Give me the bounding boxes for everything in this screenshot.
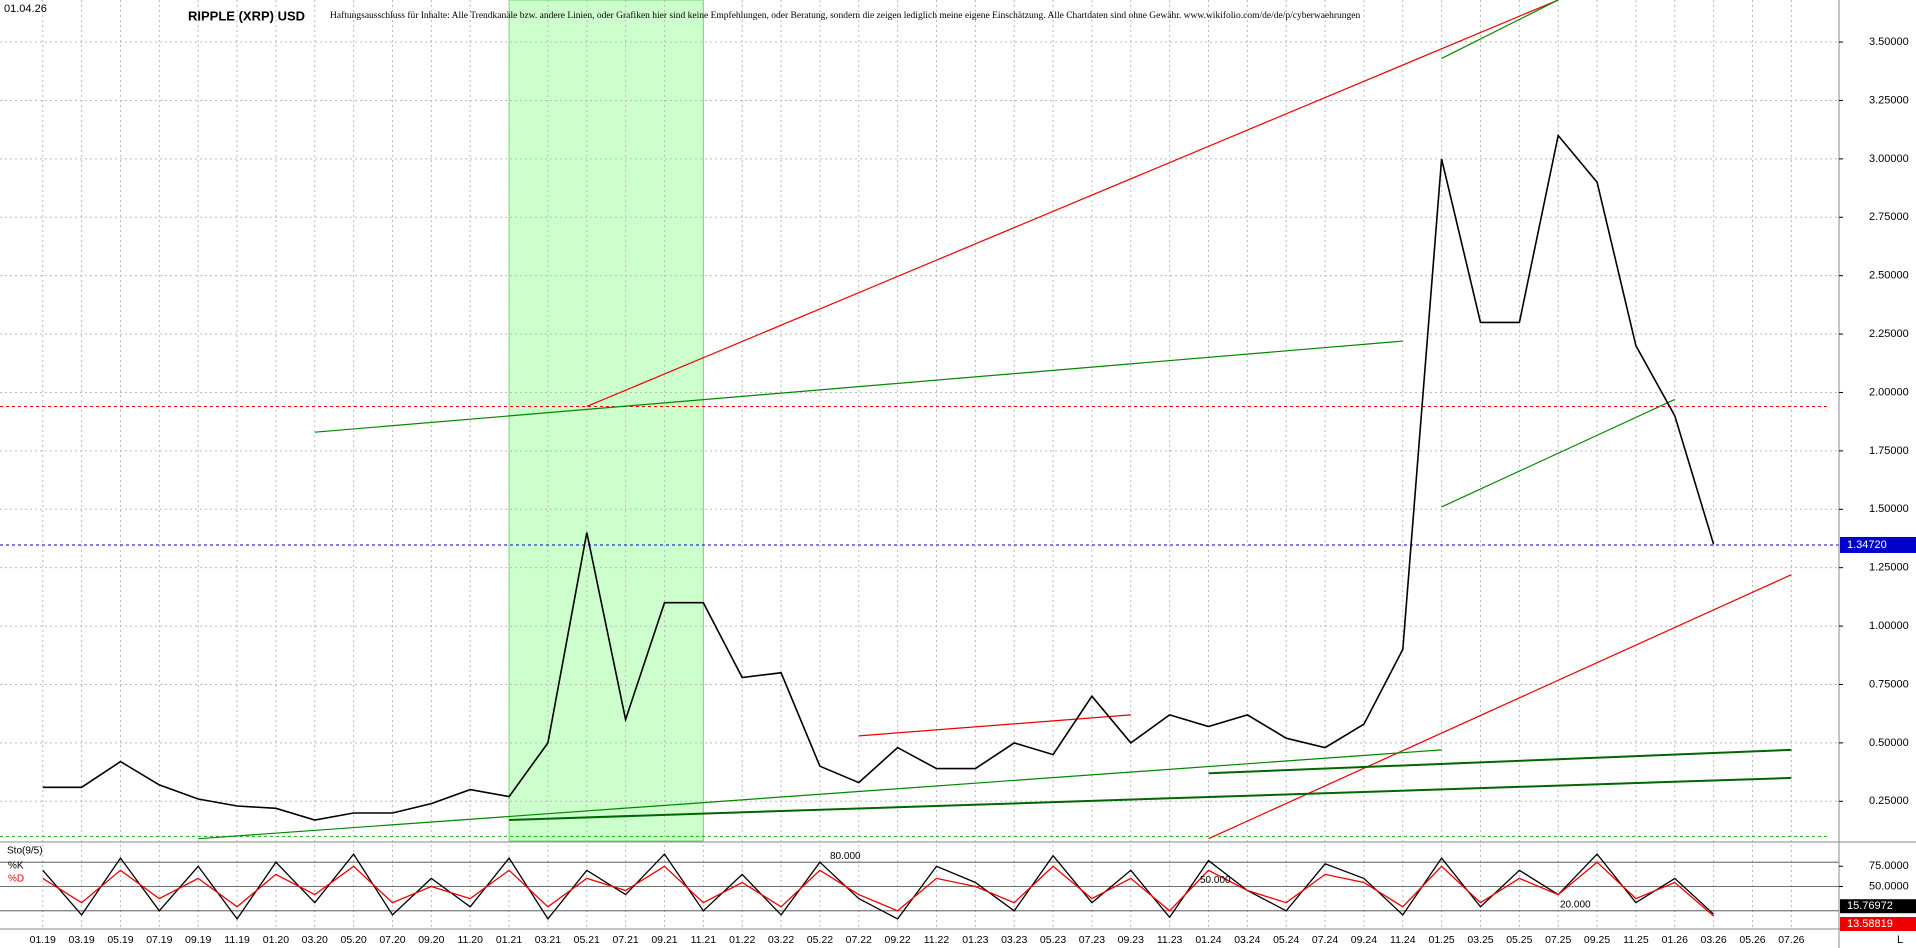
stoch-level-label: 80.000 (830, 851, 861, 862)
y-tick-label: 3.25000 (1869, 94, 1909, 106)
x-tick-label: 09.20 (418, 934, 444, 946)
trendline (1208, 748, 1792, 775)
y-tick-label: 0.50000 (1869, 737, 1909, 749)
x-tick-label: 11.25 (1623, 934, 1649, 946)
trendline (314, 340, 1403, 433)
x-tick-label: 05.24 (1273, 934, 1299, 946)
trendline (509, 776, 1792, 821)
x-tick-label: 01.20 (263, 934, 289, 946)
x-tick-label: 01.25 (1429, 934, 1455, 946)
stoch-tick-label: 50.0000 (1869, 880, 1909, 892)
x-tick-label: 03.23 (1001, 934, 1027, 946)
y-tick-label: 0.25000 (1869, 795, 1909, 807)
x-tick-label: 09.25 (1584, 934, 1610, 946)
stoch-value-box (1840, 916, 1916, 931)
x-tick-label: 03.19 (68, 934, 94, 946)
x-tick-label: 11.21 (691, 934, 717, 946)
stoch-value-label: 13.58819 (1847, 918, 1893, 930)
stoch-level-label: 20.000 (1560, 899, 1591, 910)
x-tick-label: 09.21 (651, 934, 677, 946)
x-tick-label: 07.20 (379, 934, 405, 946)
x-tick-label: 07.25 (1545, 934, 1571, 946)
x-tick-label: 07.19 (146, 934, 172, 946)
y-tick-label: 2.75000 (1869, 211, 1909, 223)
y-tick-label: 1.00000 (1869, 620, 1909, 632)
x-tick-label: 01.19 (30, 934, 56, 946)
x-tick-label: 07.21 (612, 934, 638, 946)
x-tick-label: 03.24 (1234, 934, 1260, 946)
x-tick-label: 03.20 (302, 934, 328, 946)
x-tick-label: 01.26 (1662, 934, 1688, 946)
stoch-line (42, 861, 1715, 917)
stoch-level-label: 50.000 (1200, 875, 1231, 886)
stoch-value-box (1840, 899, 1916, 914)
x-tick-label: 11.23 (1157, 934, 1183, 946)
x-tick-label: 05.26 (1739, 934, 1765, 946)
background-layer (0, 0, 1839, 927)
x-tick-label: 01.23 (962, 934, 988, 946)
x-tick-label: 05.25 (1506, 934, 1532, 946)
trendline (198, 749, 1442, 840)
x-tick-label: 11.20 (457, 934, 483, 946)
highlight-range (508, 0, 704, 842)
x-tick-label: 01.24 (1195, 934, 1221, 946)
x-tick-label: 09.19 (185, 934, 211, 946)
y-tick-label: 1.25000 (1869, 562, 1909, 574)
x-tick-label: 05.23 (1040, 934, 1066, 946)
x-tick-label: 05.22 (807, 934, 833, 946)
chart-subtitle: Haftungsausschluss für Inhalte: Alle Tre… (330, 10, 1361, 21)
chart-date: 01.04.26 (4, 3, 47, 15)
corner-label: L (1897, 934, 1903, 946)
x-tick-label: 05.21 (574, 934, 600, 946)
trendline (1441, 398, 1676, 508)
y-tick-label: 3.50000 (1869, 36, 1909, 48)
y-tick-label: 1.75000 (1869, 445, 1909, 457)
trendline (586, 0, 1559, 408)
y-tick-label: 2.25000 (1869, 328, 1909, 340)
trendline (1441, 0, 1559, 59)
stoch-tick-label: 75.0000 (1869, 860, 1909, 872)
x-tick-label: 01.22 (729, 934, 755, 946)
x-tick-label: 07.26 (1778, 934, 1804, 946)
last-price-box (1840, 536, 1916, 553)
x-tick-label: 05.19 (107, 934, 133, 946)
y-tick-label: 0.75000 (1869, 678, 1909, 690)
x-tick-label: 09.23 (1118, 934, 1144, 946)
x-tick-label: 11.19 (224, 934, 250, 946)
trendline (858, 714, 1131, 737)
legend-label: %K (8, 861, 24, 872)
x-tick-label: 03.25 (1467, 934, 1493, 946)
x-tick-label: 03.21 (535, 934, 561, 946)
plot-layer (0, 0, 1839, 921)
y-tick-label: 2.00000 (1869, 386, 1909, 398)
y-tick-label: 1.50000 (1869, 503, 1909, 515)
chart-title: RIPPLE (XRP) USD (188, 8, 305, 23)
price-line (42, 133, 1715, 821)
y-tick-label: 3.00000 (1869, 153, 1909, 165)
x-tick-label: 11.24 (1390, 934, 1416, 946)
x-tick-label: 05.20 (340, 934, 366, 946)
stoch-line (42, 852, 1715, 921)
x-tick-label: 09.24 (1351, 934, 1377, 946)
x-tick-label: 01.21 (496, 934, 522, 946)
stoch-value-label: 15.76972 (1847, 900, 1893, 912)
x-tick-label: 09.22 (884, 934, 910, 946)
last-price-label: 1.34720 (1847, 539, 1887, 551)
legend-label: %D (8, 874, 24, 885)
indicator-name: Sto(9/5) (7, 846, 43, 857)
x-tick-label: 07.24 (1312, 934, 1338, 946)
x-tick-label: 11.22 (924, 934, 950, 946)
y-tick-label: 2.50000 (1869, 270, 1909, 282)
x-tick-label: 07.23 (1079, 934, 1105, 946)
x-tick-label: 03.26 (1701, 934, 1727, 946)
x-tick-label: 07.22 (846, 934, 872, 946)
x-tick-label: 03.22 (768, 934, 794, 946)
